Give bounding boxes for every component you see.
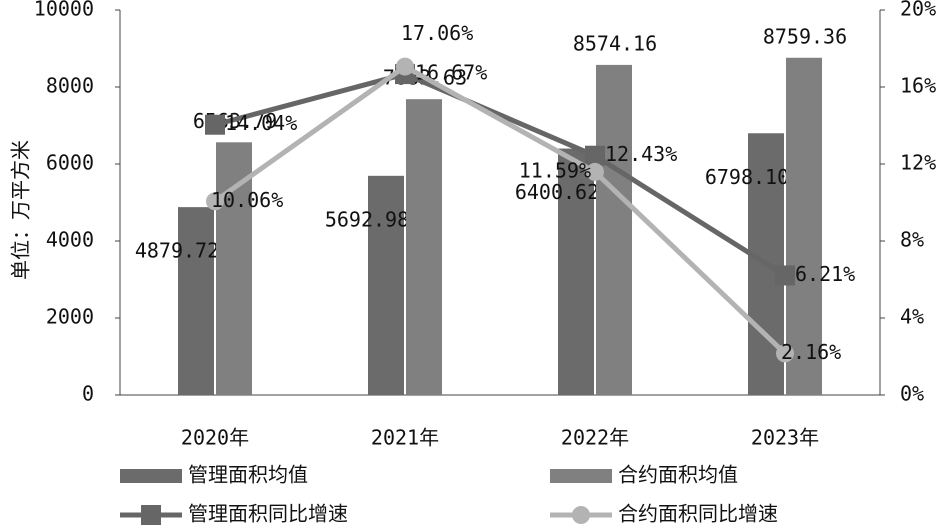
- y2-tick-label: 12%: [900, 151, 936, 175]
- marker: [585, 145, 605, 166]
- line-value-label: 11.59%: [519, 158, 591, 182]
- y-tick-label: 10000: [34, 0, 94, 21]
- bar-value-label: 6400.62: [515, 180, 599, 204]
- y2-tick-label: 8%: [900, 228, 924, 252]
- line-value-label: 12.43%: [605, 142, 677, 166]
- x-tick-label: 2023年: [751, 426, 819, 450]
- y-tick-label: 4000: [46, 228, 94, 252]
- marker: [776, 344, 794, 363]
- bar-value-label: 6798.10: [705, 165, 789, 189]
- y-tick-label: 8000: [46, 74, 94, 98]
- bar: [596, 64, 632, 395]
- legend-marker: [141, 505, 161, 525]
- legend-swatch: [120, 469, 182, 483]
- x-tick-label: 2021年: [371, 426, 439, 450]
- y-tick-label: 0: [82, 382, 94, 406]
- bar: [558, 148, 594, 395]
- bar: [368, 175, 404, 395]
- marker: [206, 192, 224, 211]
- y2-tick-label: 4%: [900, 305, 924, 329]
- legend-swatch: [550, 469, 612, 483]
- legend-label: 合约面积均值: [618, 463, 738, 487]
- legend-label: 管理面积均值: [188, 463, 308, 487]
- line-value-label: 6.21%: [795, 262, 855, 286]
- line-value-label: 10.06%: [211, 188, 283, 212]
- bar-value-label: 4879.72: [135, 239, 219, 263]
- bar: [178, 207, 214, 395]
- line-value-label: 17.06%: [401, 21, 473, 45]
- bar: [786, 57, 822, 395]
- bar: [406, 99, 442, 396]
- x-tick-label: 2020年: [181, 426, 249, 450]
- legend-marker: [572, 506, 590, 524]
- y-axis-label: 单位：万平方米: [9, 140, 33, 280]
- line: [214, 71, 787, 278]
- bar: [216, 142, 252, 395]
- x-tick-label: 2022年: [561, 426, 629, 450]
- marker: [205, 114, 225, 135]
- line-value-label: 2.16%: [781, 340, 841, 364]
- legend-label: 合约面积同比增速: [618, 502, 778, 526]
- y-tick-label: 6000: [46, 151, 94, 175]
- legend-label: 管理面积同比增速: [188, 502, 348, 526]
- marker: [396, 57, 414, 76]
- line-value-label: 14.04%: [225, 111, 297, 135]
- y-tick-label: 2000: [46, 305, 94, 329]
- bar-value-label: 8574.16: [573, 31, 657, 55]
- line: [213, 63, 787, 356]
- marker: [775, 265, 795, 286]
- bar-value-label: 8759.36: [763, 24, 847, 48]
- y2-tick-label: 0%: [900, 382, 924, 406]
- line-value-label: 16.67%: [415, 61, 487, 85]
- bar-value-label: 5692.98: [325, 207, 409, 231]
- y2-tick-label: 16%: [900, 74, 936, 98]
- y2-tick-label: 20%: [900, 0, 936, 21]
- marker: [586, 162, 604, 181]
